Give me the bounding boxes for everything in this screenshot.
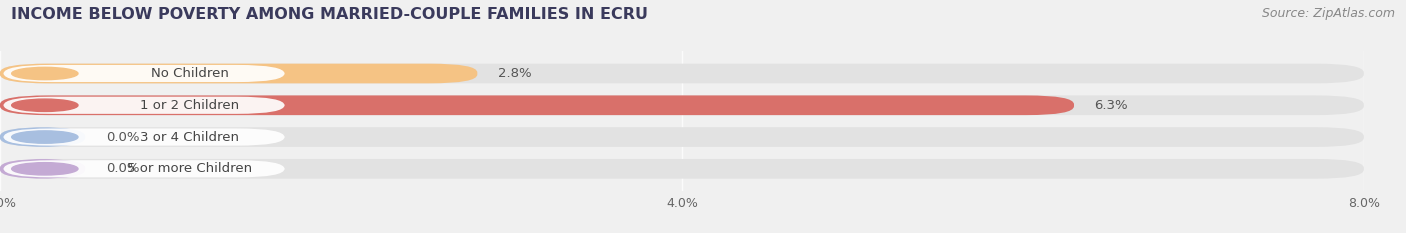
FancyBboxPatch shape	[3, 160, 284, 177]
FancyBboxPatch shape	[0, 64, 1364, 83]
Circle shape	[11, 67, 77, 80]
Text: 1 or 2 Children: 1 or 2 Children	[141, 99, 239, 112]
FancyBboxPatch shape	[3, 65, 284, 82]
Text: 0.0%: 0.0%	[105, 130, 139, 144]
FancyBboxPatch shape	[0, 96, 1364, 115]
FancyBboxPatch shape	[0, 159, 1364, 179]
Text: INCOME BELOW POVERTY AMONG MARRIED-COUPLE FAMILIES IN ECRU: INCOME BELOW POVERTY AMONG MARRIED-COUPL…	[11, 7, 648, 22]
FancyBboxPatch shape	[3, 97, 284, 114]
Text: 6.3%: 6.3%	[1094, 99, 1128, 112]
FancyBboxPatch shape	[3, 128, 284, 146]
Text: 5 or more Children: 5 or more Children	[127, 162, 252, 175]
FancyBboxPatch shape	[0, 64, 477, 83]
FancyBboxPatch shape	[0, 159, 86, 179]
Circle shape	[11, 163, 77, 175]
FancyBboxPatch shape	[0, 96, 1074, 115]
Circle shape	[11, 99, 77, 111]
Circle shape	[11, 131, 77, 143]
FancyBboxPatch shape	[0, 127, 86, 147]
Text: 2.8%: 2.8%	[498, 67, 531, 80]
Text: 3 or 4 Children: 3 or 4 Children	[141, 130, 239, 144]
Text: 0.0%: 0.0%	[105, 162, 139, 175]
Text: Source: ZipAtlas.com: Source: ZipAtlas.com	[1261, 7, 1395, 20]
Text: No Children: No Children	[150, 67, 229, 80]
FancyBboxPatch shape	[0, 127, 1364, 147]
